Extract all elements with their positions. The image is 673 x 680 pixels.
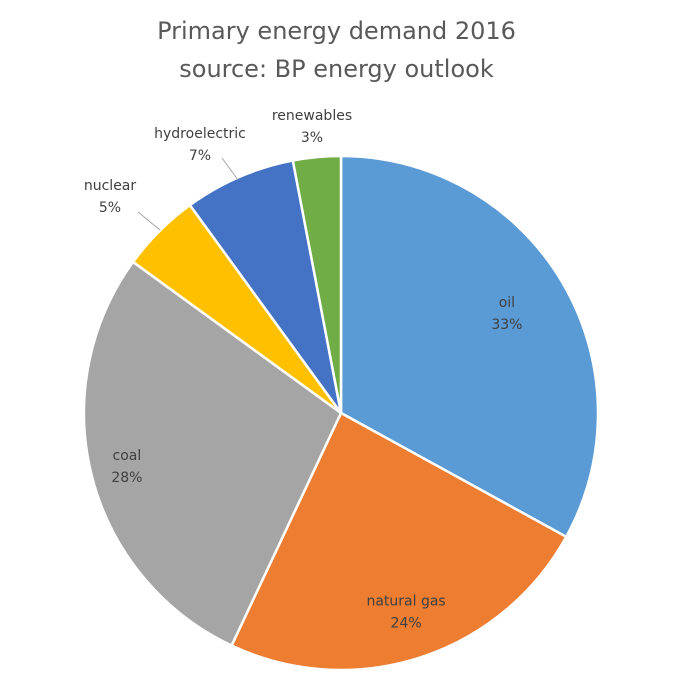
leader-lines	[137, 157, 239, 231]
slice-value-renewables: 3%	[301, 130, 323, 146]
pie-labels: oil 33% natural gas 24% coal 28% nuclear 5% hydr…	[84, 108, 523, 631]
chart-title: Primary energy demand 2016	[157, 17, 516, 45]
leader-line-nuclear	[137, 211, 161, 231]
slice-value-oil: 33%	[491, 317, 522, 333]
slice-label-hydroelectric: hydroelectric	[154, 126, 246, 142]
slice-label-renewables: renewables	[272, 108, 352, 124]
pie-slice-coal	[82, 260, 343, 647]
pie-slices	[82, 154, 600, 672]
slice-value-hydroelectric: 7%	[189, 148, 211, 164]
leader-line-hydroelectric	[221, 157, 239, 181]
pie-slice-renewables	[291, 154, 343, 415]
slice-label-natural-gas: natural gas	[366, 593, 445, 609]
pie-slice-natural-gas	[230, 411, 568, 672]
slice-value-natural-gas: 24%	[391, 615, 422, 631]
slice-value-coal: 28%	[111, 470, 142, 486]
slice-value-nuclear: 5%	[99, 200, 121, 216]
chart-title-block: Primary energy demand 2016 source: BP en…	[0, 12, 673, 88]
chart-subtitle: source: BP energy outlook	[179, 55, 494, 83]
slice-label-nuclear: nuclear	[84, 178, 137, 194]
pie-slice-oil	[339, 154, 600, 539]
pie-slice-hydroelectric	[188, 159, 343, 415]
slice-label-oil: oil	[499, 295, 515, 311]
slice-label-coal: coal	[113, 448, 142, 464]
